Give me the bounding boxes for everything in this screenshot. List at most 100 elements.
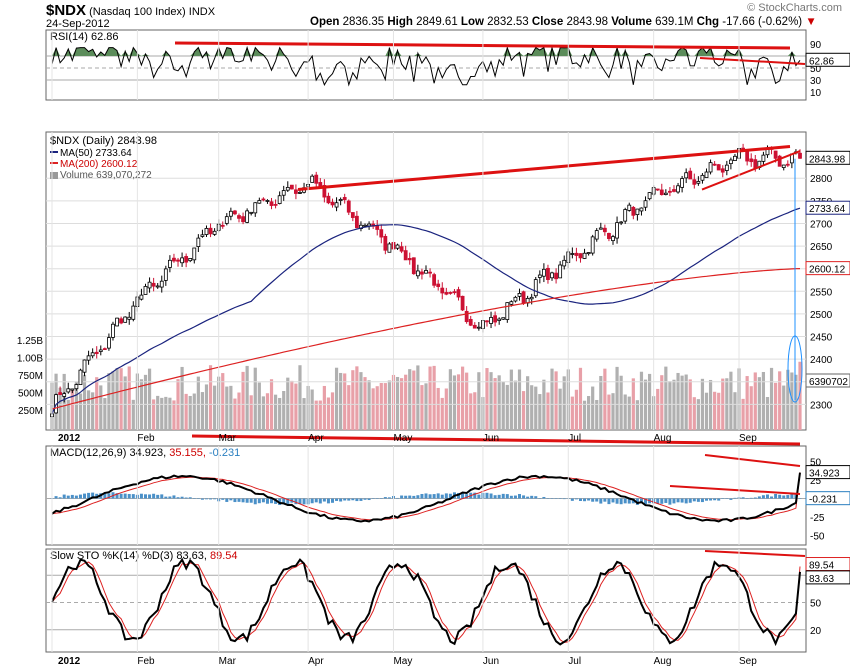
- macd-legend-signal: 35.155,: [169, 447, 209, 459]
- candle-body: [383, 235, 388, 251]
- macd-hist-bar: [522, 495, 526, 499]
- open-value: 2836.35: [342, 16, 385, 28]
- volume-bar: [261, 396, 265, 430]
- volume-bar: [286, 377, 290, 430]
- candle-body: [696, 181, 701, 184]
- macd-hist-bar: [778, 494, 782, 499]
- volume-bar: [115, 368, 119, 430]
- macd-hist-bar: [725, 498, 729, 499]
- volume-bar: [708, 379, 713, 430]
- rsi-tick-label: 10: [810, 88, 822, 99]
- macd-hist-bar: [282, 498, 286, 504]
- macd-hist-bar: [144, 494, 147, 499]
- volume-bar: [265, 393, 270, 430]
- macd-signal-line: [51, 472, 801, 521]
- macd-hist-bar: [770, 496, 774, 499]
- candle-body: [440, 287, 445, 294]
- macd-hist-bar: [607, 498, 611, 505]
- macd-hist-bar: [676, 498, 680, 503]
- volume-bar: [733, 392, 737, 430]
- volume-bar: [200, 392, 205, 430]
- sto-panel-frame: [45, 548, 807, 653]
- rsi-tick-label: 90: [810, 40, 822, 51]
- volume-bar: [58, 387, 62, 430]
- volume-tag-box: [805, 373, 850, 388]
- candle-body: [541, 268, 546, 277]
- volume-bar: [326, 397, 331, 430]
- candle-body: [224, 216, 229, 224]
- macd-hist-bar: [591, 498, 595, 502]
- ma200-tag-box: [805, 261, 850, 276]
- volume-bar: [273, 394, 278, 430]
- exchange: INDX: [188, 6, 216, 18]
- macd-hist-bar: [465, 494, 469, 499]
- volume-bar: [647, 373, 652, 430]
- candle-body: [781, 164, 786, 168]
- price-tick-label: 2300: [810, 400, 833, 411]
- candle-body: [586, 252, 591, 255]
- macd-hist-bar: [489, 493, 493, 499]
- macd-hist-bar: [298, 498, 302, 505]
- macd-hist-bar: [656, 498, 660, 504]
- macd-hist-bar: [107, 493, 111, 499]
- candle-body: [86, 355, 91, 361]
- candle-body: [611, 236, 615, 242]
- candle-body: [285, 187, 290, 191]
- macd-hist-bar: [497, 494, 501, 499]
- volume-bar: [204, 384, 209, 430]
- candle-body: [159, 280, 164, 288]
- candle-body: [82, 359, 87, 373]
- volume-legend-swatch: [50, 172, 58, 179]
- volume-bar: [729, 371, 733, 430]
- candle-body: [436, 283, 441, 287]
- macd-hist-bar: [213, 498, 217, 500]
- candle-body: [163, 268, 168, 281]
- candle-body: [367, 223, 371, 227]
- candle-body: [550, 272, 554, 279]
- macd-hist-bar: [790, 493, 794, 499]
- volume-bar: [448, 369, 452, 430]
- copyright: © StockCharts.com: [747, 2, 842, 14]
- macd-hist-bar: [603, 498, 607, 502]
- macd-hist-bar: [221, 498, 225, 500]
- low-label: Low: [460, 16, 484, 28]
- rsi-tag-box: [805, 52, 850, 67]
- macd-hist-bar: [339, 498, 343, 502]
- candle-body: [704, 171, 709, 178]
- volume-bar: [509, 369, 513, 430]
- volume-bar: [615, 366, 619, 430]
- candle-body: [733, 155, 737, 161]
- macd-hist-bar: [619, 498, 623, 505]
- candle-body: [428, 271, 432, 274]
- candle-body: [257, 200, 262, 204]
- macd-hist-bar: [485, 492, 489, 499]
- macd-hist-bar: [664, 498, 668, 503]
- macd-hist-bar: [314, 498, 318, 503]
- candle-body: [74, 384, 79, 390]
- volume-bar: [513, 380, 518, 430]
- macd-hist-bar: [428, 494, 432, 499]
- volume-bar: [164, 396, 168, 430]
- candle-body: [192, 247, 197, 261]
- macd-hist-bar: [383, 497, 387, 499]
- candle-body: [208, 227, 213, 235]
- volume-bar: [367, 380, 371, 430]
- price-tick-label: 2800: [810, 174, 833, 185]
- candle-body: [700, 174, 705, 181]
- macd-hist-bar: [87, 492, 91, 499]
- chg-down-icon: ▼: [805, 16, 817, 28]
- candle-body: [294, 189, 298, 194]
- macd-hist-bar: [58, 497, 62, 499]
- macd-hist-bar: [257, 498, 261, 504]
- candle-body: [233, 210, 237, 215]
- macd-hist-bar: [534, 496, 538, 499]
- macd-hist-bar: [668, 498, 672, 505]
- macd-hist-bar: [322, 498, 326, 502]
- volume-bar: [143, 374, 148, 430]
- candle-body: [94, 351, 99, 355]
- macd-legend-hist: -0.231: [209, 447, 240, 459]
- macd-hist-bar: [131, 494, 135, 499]
- macd-hist-bar: [513, 495, 517, 499]
- last-price-tag: 2843.98: [809, 154, 846, 165]
- candle-body: [167, 259, 172, 268]
